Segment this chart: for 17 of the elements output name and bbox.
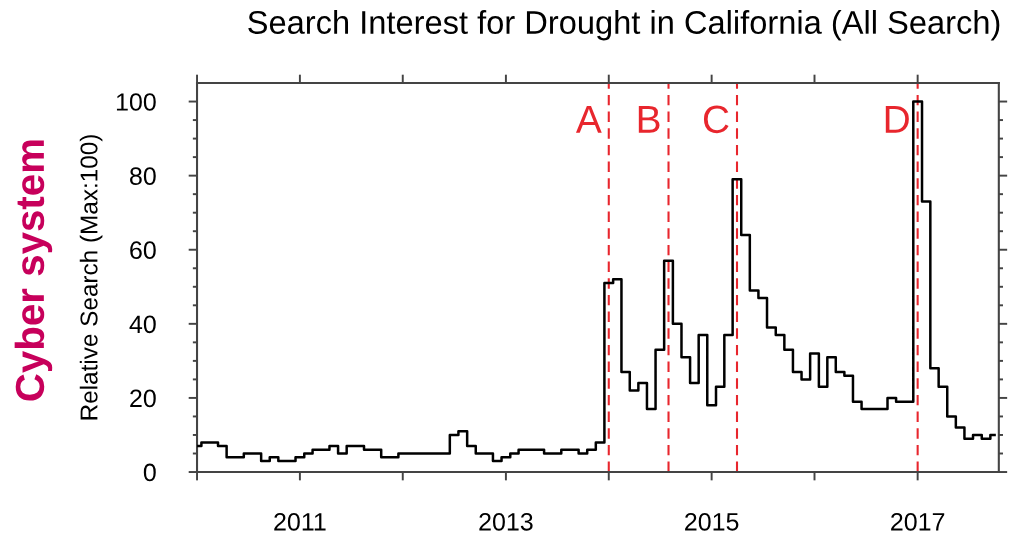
y-tick-label: 40 bbox=[129, 315, 156, 334]
y-tick-label: 80 bbox=[130, 167, 156, 185]
ref-line-label: C bbox=[703, 105, 729, 134]
x-tick-label: 2013 bbox=[479, 512, 533, 531]
text: Cyber system bbox=[14, 140, 53, 401]
y-tick-label: 100 bbox=[116, 93, 156, 111]
y-axis-title: Relative Search (Max:100) bbox=[79, 135, 103, 420]
y-tick-label: 0 bbox=[143, 463, 156, 482]
x-tick-label: 2017 bbox=[891, 512, 945, 531]
x-tick-label: 2015 bbox=[685, 512, 739, 531]
y-tick-label: 60 bbox=[130, 241, 156, 260]
ref-line-label: B bbox=[638, 106, 660, 133]
x-tick-label: 2011 bbox=[274, 512, 326, 531]
ref-line-label: D bbox=[885, 106, 909, 133]
y-tick-label: 20 bbox=[130, 389, 156, 408]
chart-title: Search Interest for Drought in California (All Search) bbox=[248, 10, 1000, 41]
ref-line-label: A bbox=[575, 106, 602, 133]
